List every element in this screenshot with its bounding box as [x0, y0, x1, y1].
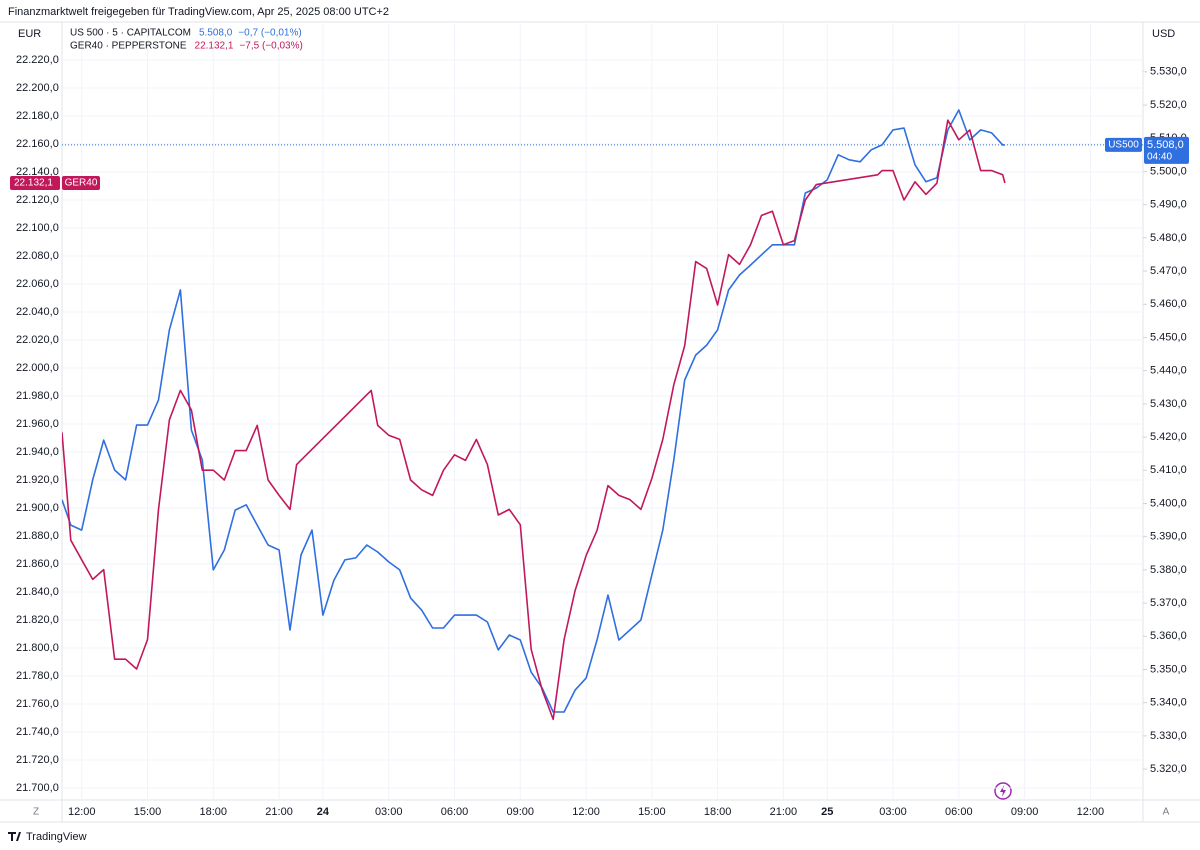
y-tick-label: 21.960,0: [16, 418, 59, 430]
y-tick-label: 21.880,0: [16, 530, 59, 542]
y-tick-label: 21.820,0: [16, 614, 59, 626]
x-tick-label: 15:00: [638, 806, 666, 818]
legend-change: −0,7 (−0,01%): [238, 28, 301, 39]
brand-logo: [8, 832, 21, 841]
y2-tick-label: 5.470,0: [1150, 265, 1187, 277]
x-tick-label: 12:00: [572, 806, 600, 818]
x-tick-label: 21:00: [770, 806, 798, 818]
y2-tick-label: 5.440,0: [1150, 365, 1187, 377]
y-tick-label: 22.060,0: [16, 278, 59, 290]
y-tick-label: 21.980,0: [16, 390, 59, 402]
y2-tick-label: 5.460,0: [1150, 298, 1187, 310]
y-tick-label: 21.920,0: [16, 474, 59, 486]
scale-button[interactable]: Z: [33, 807, 39, 818]
y2-tick-label: 5.360,0: [1150, 630, 1187, 642]
x-tick-label: 09:00: [1011, 806, 1039, 818]
y2-unit: USD: [1152, 28, 1175, 40]
y-tick-label: 21.740,0: [16, 726, 59, 738]
x-tick-label: 25: [821, 806, 833, 818]
tag-box: [1105, 137, 1142, 152]
series-line: [62, 109, 1005, 713]
x-tick-label: 03:00: [879, 806, 907, 818]
y-tick-label: 22.040,0: [16, 306, 59, 318]
y-tick-label: 21.860,0: [16, 558, 59, 570]
x-tick-label: 06:00: [441, 806, 469, 818]
legend-name: GER40 · PEPPERSTONE: [70, 41, 187, 52]
y2-tick-label: 5.320,0: [1150, 763, 1187, 775]
y2-tick-label: 5.340,0: [1150, 697, 1187, 709]
legend-value: 5.508,0: [199, 28, 233, 39]
y2-tick-label: 5.430,0: [1150, 398, 1187, 410]
brand-mark: [8, 832, 21, 841]
y-tick-label: 21.780,0: [16, 670, 59, 682]
x-tick-label: 18:00: [704, 806, 732, 818]
y-tick-label: 21.900,0: [16, 502, 59, 514]
y-unit: EUR: [18, 28, 41, 40]
series-line: [62, 119, 1006, 721]
legend-value: 22.132,1: [195, 41, 234, 52]
price-label: 5.508,0: [1147, 139, 1184, 151]
legend-change: −7,5 (−0,03%): [239, 41, 302, 52]
y-tick-label: 22.160,0: [16, 138, 59, 150]
y-tick-label: 21.800,0: [16, 642, 59, 654]
grid: [62, 22, 1147, 800]
y2-tick-label: 5.350,0: [1150, 663, 1187, 675]
x-tick-label: 03:00: [375, 806, 403, 818]
y2-tick-label: 5.420,0: [1150, 431, 1187, 443]
y-tick-label: 21.760,0: [16, 698, 59, 710]
y2-tick-label: 5.390,0: [1150, 531, 1187, 543]
alert-circle: [994, 782, 1012, 800]
price-box: [1144, 136, 1189, 164]
y-tick-label: 22.180,0: [16, 110, 59, 122]
y-tick-label: 22.120,0: [16, 194, 59, 206]
x-tick-label: 09:00: [507, 806, 535, 818]
y-tick-label: 22.000,0: [16, 362, 59, 374]
y2-tick-label: 5.530,0: [1150, 66, 1187, 78]
tag-box: [62, 176, 100, 191]
countdown: 04:40: [1147, 152, 1172, 163]
y2-tick-label: 5.520,0: [1150, 99, 1187, 111]
y-tick-label: 21.720,0: [16, 754, 59, 766]
y-tick-label: 22.080,0: [16, 250, 59, 262]
tag-label: US500: [1108, 140, 1139, 151]
brand: TradingView: [26, 831, 87, 843]
y2-tick-label: 5.400,0: [1150, 497, 1187, 509]
y2-tick-label: 5.490,0: [1150, 199, 1187, 211]
x-tick-label: 24: [317, 806, 330, 818]
y2-tick-label: 5.410,0: [1150, 464, 1187, 476]
y2-tick-label: 5.330,0: [1150, 730, 1187, 742]
x-tick-label: 18:00: [200, 806, 228, 818]
x-tick-label: 06:00: [945, 806, 973, 818]
y-tick-label: 22.200,0: [16, 82, 59, 94]
price-label: 22.132,1: [14, 178, 53, 189]
y-tick-label: 21.840,0: [16, 586, 59, 598]
y-tick-label: 22.020,0: [16, 334, 59, 346]
y-tick-label: 22.140,0: [16, 166, 59, 178]
x-tick-label: 15:00: [134, 806, 162, 818]
price-box: [10, 176, 60, 191]
y-tick-label: 22.100,0: [16, 222, 59, 234]
x-tick-label: 12:00: [68, 806, 96, 818]
y2-tick-label: 5.450,0: [1150, 331, 1187, 343]
labels: 22.220,0 22.200,0 22.180,0 22.160,0 22.140,0…: [10, 28, 1189, 818]
y-tick-label: 21.700,0: [16, 782, 59, 794]
x-tick-label: 12:00: [1077, 806, 1105, 818]
alert-icon[interactable]: [994, 782, 1012, 800]
x-tick-label: 21:00: [265, 806, 293, 818]
y-tick-label: 21.940,0: [16, 446, 59, 458]
y2-tick-label: 5.480,0: [1150, 232, 1187, 244]
y2-tick-label: 5.370,0: [1150, 597, 1187, 609]
tag-label: GER40: [65, 178, 98, 189]
legend-name: US 500 · 5 · CAPITALCOM: [70, 28, 191, 39]
plot-area: [62, 109, 1143, 721]
auto-button[interactable]: A: [1163, 807, 1170, 818]
y2-tick-label: 5.500,0: [1150, 165, 1187, 177]
y2-tick-label: 5.380,0: [1150, 564, 1187, 576]
y-tick-label: 22.220,0: [16, 54, 59, 66]
header: Finanzmarktwelt freigegeben für TradingV…: [8, 6, 389, 18]
alert-bolt: [1000, 785, 1006, 797]
